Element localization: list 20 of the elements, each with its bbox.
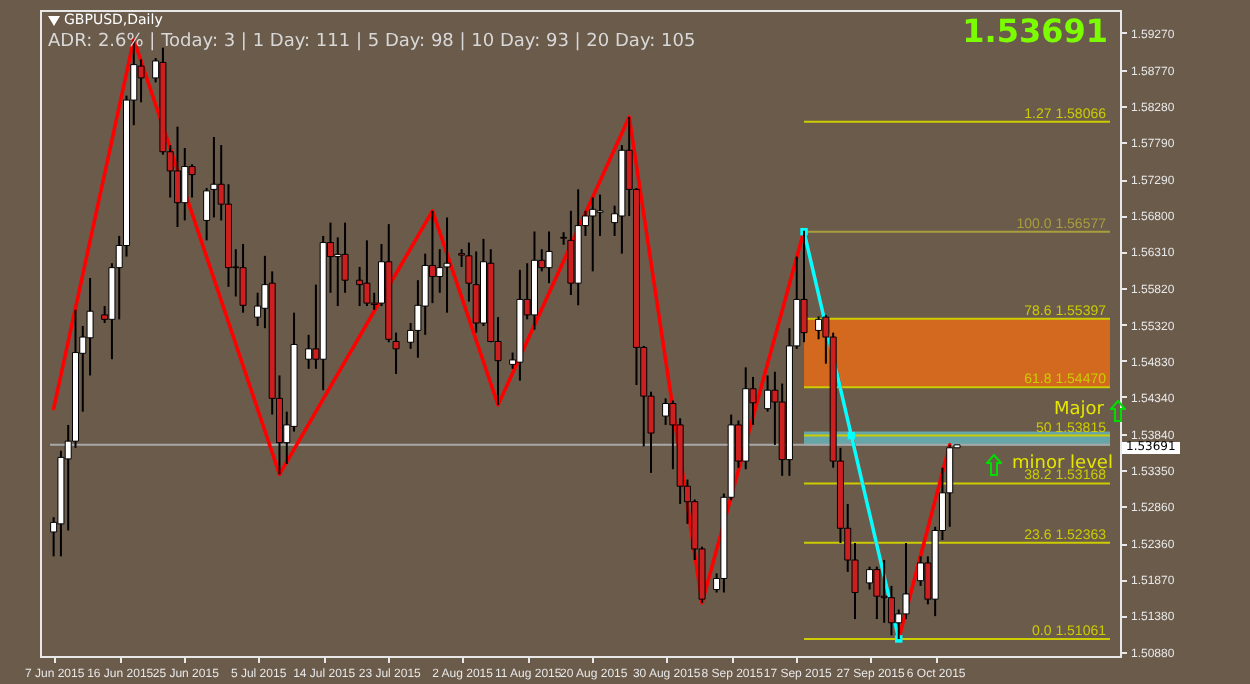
candlestick (334, 236, 342, 308)
candlestick (173, 125, 181, 229)
candlestick (239, 243, 247, 314)
candlestick (866, 565, 874, 591)
candlestick (137, 58, 145, 104)
annotation: Major (1054, 400, 1104, 420)
candlestick (662, 397, 670, 426)
candlestick (873, 565, 881, 621)
candlestick (567, 209, 575, 296)
candlestick (815, 315, 823, 341)
candlestick (428, 209, 436, 305)
candlestick (545, 230, 553, 285)
candlestick (305, 333, 313, 370)
candlestick (188, 163, 196, 199)
candlestick (589, 196, 597, 273)
candlestick (596, 193, 604, 237)
annotation: 1.53691 (962, 12, 1108, 50)
candlestick (363, 239, 371, 308)
candlestick (472, 250, 480, 334)
candlestick (443, 216, 451, 314)
